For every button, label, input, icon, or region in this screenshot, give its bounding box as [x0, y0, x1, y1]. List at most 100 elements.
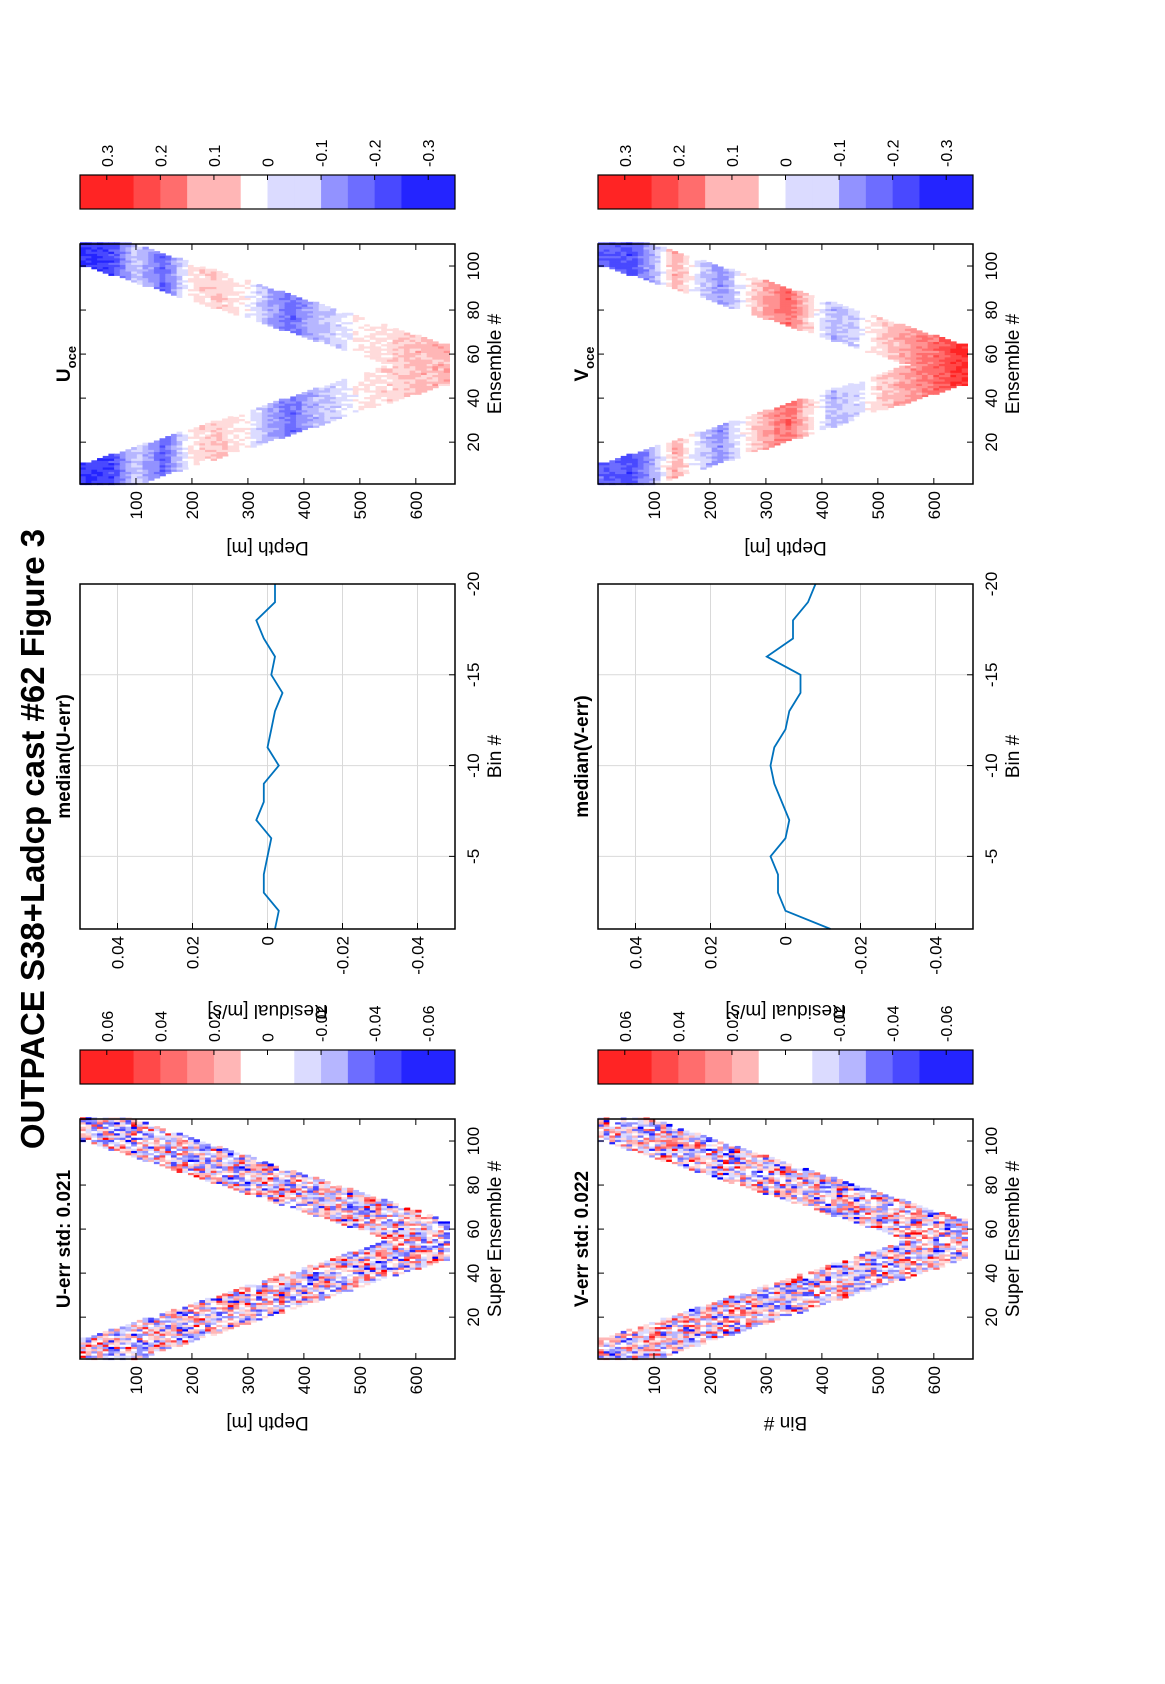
heatmap-cell: [330, 1183, 336, 1186]
heatmap-cell: [177, 1133, 183, 1136]
heatmap-cell: [148, 1318, 154, 1321]
heatmap-cell: [137, 1320, 143, 1323]
heatmap-cell: [729, 1296, 735, 1299]
heatmap-cell: [358, 1249, 364, 1252]
heatmap-cell: [165, 1131, 171, 1134]
colorbar-swatch: [294, 1050, 321, 1084]
heatmap-cell: [228, 1150, 234, 1153]
heatmap-cell: [621, 1331, 627, 1334]
y-tick-label: 500: [351, 1366, 370, 1394]
heatmap-cell: [86, 1337, 92, 1340]
heatmap-cell: [194, 264, 200, 267]
heatmap-cell: [324, 1260, 330, 1263]
heatmap-cell: [177, 258, 183, 261]
heatmap-cell: [296, 1269, 302, 1272]
heatmap-cell: [245, 1155, 251, 1158]
heatmap-cell: [432, 1216, 438, 1219]
heatmap-cell: [381, 1241, 387, 1244]
u-resid-title: median(U-err): [54, 694, 75, 819]
heatmap-cell: [324, 385, 330, 388]
heatmap-cell: [222, 1148, 228, 1151]
heatmap-cell: [609, 1335, 615, 1338]
colorbar-swatch: [428, 1050, 455, 1084]
heatmap-cell: [774, 1282, 780, 1285]
heatmap-cell: [615, 1333, 621, 1336]
heatmap-cell: [296, 394, 302, 397]
heatmap-cell: [438, 344, 444, 347]
heatmap-cell: [307, 1177, 313, 1180]
heatmap-cell: [330, 1258, 336, 1261]
heatmap-cell: [319, 388, 325, 391]
heatmap-cell: [336, 381, 342, 384]
heatmap-cell: [723, 1298, 729, 1301]
heatmap-cell: [695, 1307, 701, 1310]
heatmap-cell: [324, 306, 330, 309]
heatmap-cell: [228, 275, 234, 278]
heatmap-cell: [387, 366, 393, 369]
heatmap-cell: [410, 1210, 416, 1213]
heatmap-cell: [734, 1296, 740, 1299]
heatmap-cell: [285, 399, 291, 402]
heatmap-cell: [387, 1201, 393, 1204]
colorbar-swatch: [241, 1050, 268, 1084]
colorbar-swatch: [134, 1050, 161, 1084]
heatmap-cell: [256, 1159, 262, 1162]
heatmap-cell: [91, 460, 97, 463]
heatmap-cell: [353, 377, 359, 380]
colorbar-swatch: [348, 1050, 375, 1084]
heatmap-cell: [330, 308, 336, 311]
heatmap-cell: [239, 1155, 245, 1158]
heatmap-cell: [763, 1285, 769, 1288]
heatmap-cell: [216, 271, 222, 274]
heatmap-cell: [341, 379, 347, 382]
colorbar-tick-label: 0.1: [207, 145, 224, 167]
heatmap-cell: [268, 289, 274, 292]
heatmap-cell: [194, 1302, 200, 1305]
heatmap-cell: [114, 1329, 120, 1332]
heatmap-cell: [171, 1133, 177, 1136]
heatmap-cell: [228, 416, 234, 419]
heatmap-cell: [661, 1318, 667, 1321]
heatmap-cell: [222, 273, 228, 276]
heatmap-cell: [182, 1307, 188, 1310]
heatmap-cell: [143, 1122, 149, 1125]
heatmap-cell: [683, 1311, 689, 1314]
heatmap-cell: [427, 339, 433, 342]
heatmap-cell: [194, 427, 200, 430]
heatmap-cell: [273, 1276, 279, 1279]
u-resid-ylabel: Residual [m/s]: [207, 1000, 327, 1021]
heatmap-cell: [296, 1172, 302, 1175]
colorbar-tick-label: 0.04: [153, 1011, 170, 1042]
heatmap-cell: [125, 449, 131, 452]
heatmap-cell: [655, 1320, 661, 1323]
heatmap-cell: [393, 328, 399, 331]
heatmap-cell: [268, 1164, 274, 1167]
heatmap-cell: [649, 1322, 655, 1325]
heatmap-cell: [313, 1263, 319, 1266]
heatmap-cell: [444, 1219, 450, 1222]
x-tick-label: 40: [464, 389, 483, 408]
y-tick-label: 100: [127, 1366, 146, 1394]
heatmap-cell: [160, 438, 166, 441]
heatmap-cell: [245, 410, 251, 413]
residual-tick-label: 0.02: [184, 936, 203, 969]
heatmap-cell: [131, 1120, 137, 1123]
heatmap-cell: [376, 368, 382, 371]
heatmap-cell: [262, 405, 268, 408]
heatmap-cell: [364, 1247, 370, 1250]
heatmap-cell: [86, 462, 92, 465]
x-tick-label: 20: [464, 1308, 483, 1327]
heatmap-cell: [160, 253, 166, 256]
heatmap-cell: [262, 1161, 268, 1164]
residual-tick-label: -0.04: [409, 936, 428, 975]
u-oce-title: Uoce: [54, 346, 79, 382]
heatmap-cell: [108, 1329, 114, 1332]
heatmap-cell: [245, 280, 251, 283]
heatmap-cell: [160, 1128, 166, 1131]
heatmap-cell: [319, 304, 325, 307]
heatmap-cell: [154, 1126, 160, 1129]
